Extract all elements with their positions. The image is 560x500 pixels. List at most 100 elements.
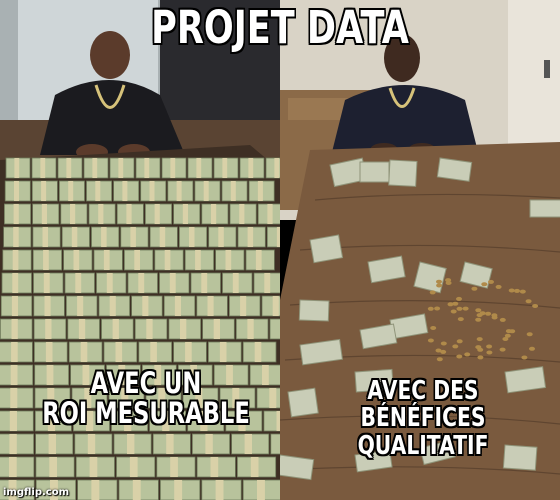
cash-stack (89, 204, 115, 224)
cash-stack (257, 388, 280, 408)
coin (486, 351, 492, 355)
coin (488, 280, 494, 284)
cash-stack (0, 319, 32, 339)
cash-stack (145, 204, 171, 224)
cash-stack (6, 158, 30, 178)
cash-stack (232, 434, 269, 454)
dollar-bill (280, 455, 314, 480)
cash-stack (132, 296, 163, 316)
coin (514, 289, 520, 293)
coin (436, 284, 442, 288)
right-door-handle (544, 60, 550, 78)
cash-stack (78, 480, 117, 500)
cash-stack (203, 319, 235, 339)
coin (509, 289, 515, 293)
cash-stack (62, 227, 89, 247)
coin (492, 316, 498, 320)
cash-stack (139, 342, 172, 362)
cash-stack (202, 204, 228, 224)
dollar-bill (360, 162, 389, 182)
cash-stack (0, 434, 34, 454)
cash-stack (84, 158, 108, 178)
cash-stack (197, 457, 235, 477)
coin (457, 339, 463, 343)
dollar-bill (437, 158, 471, 181)
cash-stack (119, 480, 158, 500)
cash-stack (179, 227, 206, 247)
cash-stack (164, 296, 195, 316)
cash-stack (110, 158, 134, 178)
coin (434, 307, 440, 311)
cash-stack (160, 273, 190, 293)
cash-stack (243, 480, 280, 500)
cash-stack (136, 158, 160, 178)
coin (475, 318, 481, 322)
cash-stack (270, 319, 280, 339)
cash-stack (128, 273, 158, 293)
coin (458, 317, 464, 321)
dollar-bill (299, 300, 329, 321)
cash-stack (202, 480, 241, 500)
coin (496, 285, 502, 289)
coin (532, 304, 538, 308)
cash-stack (64, 250, 92, 270)
cash-stack (258, 204, 280, 224)
cash-stack (195, 181, 220, 201)
cash-stack (240, 158, 264, 178)
cash-stack (94, 250, 122, 270)
cash-stack (271, 434, 280, 454)
cash-stack (102, 319, 134, 339)
cash-stack (33, 204, 59, 224)
cash-stack (243, 342, 276, 362)
cash-stack (61, 204, 87, 224)
coin (500, 318, 506, 322)
coin (456, 355, 462, 359)
coin (441, 342, 447, 346)
coin (486, 345, 492, 349)
coin (451, 310, 457, 314)
coin (436, 280, 442, 284)
cash-stack (1, 296, 32, 316)
cash-stack (34, 296, 65, 316)
coin (485, 312, 491, 316)
cash-stack (254, 273, 280, 293)
coin (471, 287, 477, 291)
cash-stack (32, 181, 57, 201)
meme-title: PROJET DATA (62, 4, 499, 51)
cash-stack (162, 158, 186, 178)
caption-right: AVEC DES BÉNÉFICES QUALITATIF (316, 378, 530, 460)
coin (477, 355, 483, 359)
coin (527, 332, 533, 336)
coin (464, 352, 470, 356)
cash-stack (229, 296, 260, 316)
cash-stack (92, 227, 119, 247)
coin (457, 307, 463, 311)
cash-stack (0, 365, 33, 385)
cash-stack (34, 273, 64, 293)
cash-stack (208, 342, 241, 362)
coin (463, 307, 469, 311)
cash-stack (192, 434, 229, 454)
cash-stack (174, 204, 200, 224)
cash-stack (153, 434, 190, 454)
cash-stack (238, 227, 265, 247)
coin (477, 348, 483, 352)
cash-stack (191, 273, 221, 293)
cash-stack (2, 273, 32, 293)
cash-stack (0, 457, 34, 477)
cash-stack (97, 273, 127, 293)
cash-stack (65, 273, 95, 293)
cash-stack (104, 342, 137, 362)
cash-stack (185, 250, 213, 270)
cash-stack (36, 457, 74, 477)
cash-stack (87, 181, 112, 201)
coin (500, 348, 506, 352)
dollar-bill (288, 388, 318, 417)
cash-stack (76, 457, 114, 477)
cash-stack (0, 342, 32, 362)
cash-stack (117, 457, 155, 477)
cash-stack (157, 457, 195, 477)
cash-stack (169, 319, 201, 339)
cash-stack (214, 158, 238, 178)
coin (505, 334, 511, 338)
